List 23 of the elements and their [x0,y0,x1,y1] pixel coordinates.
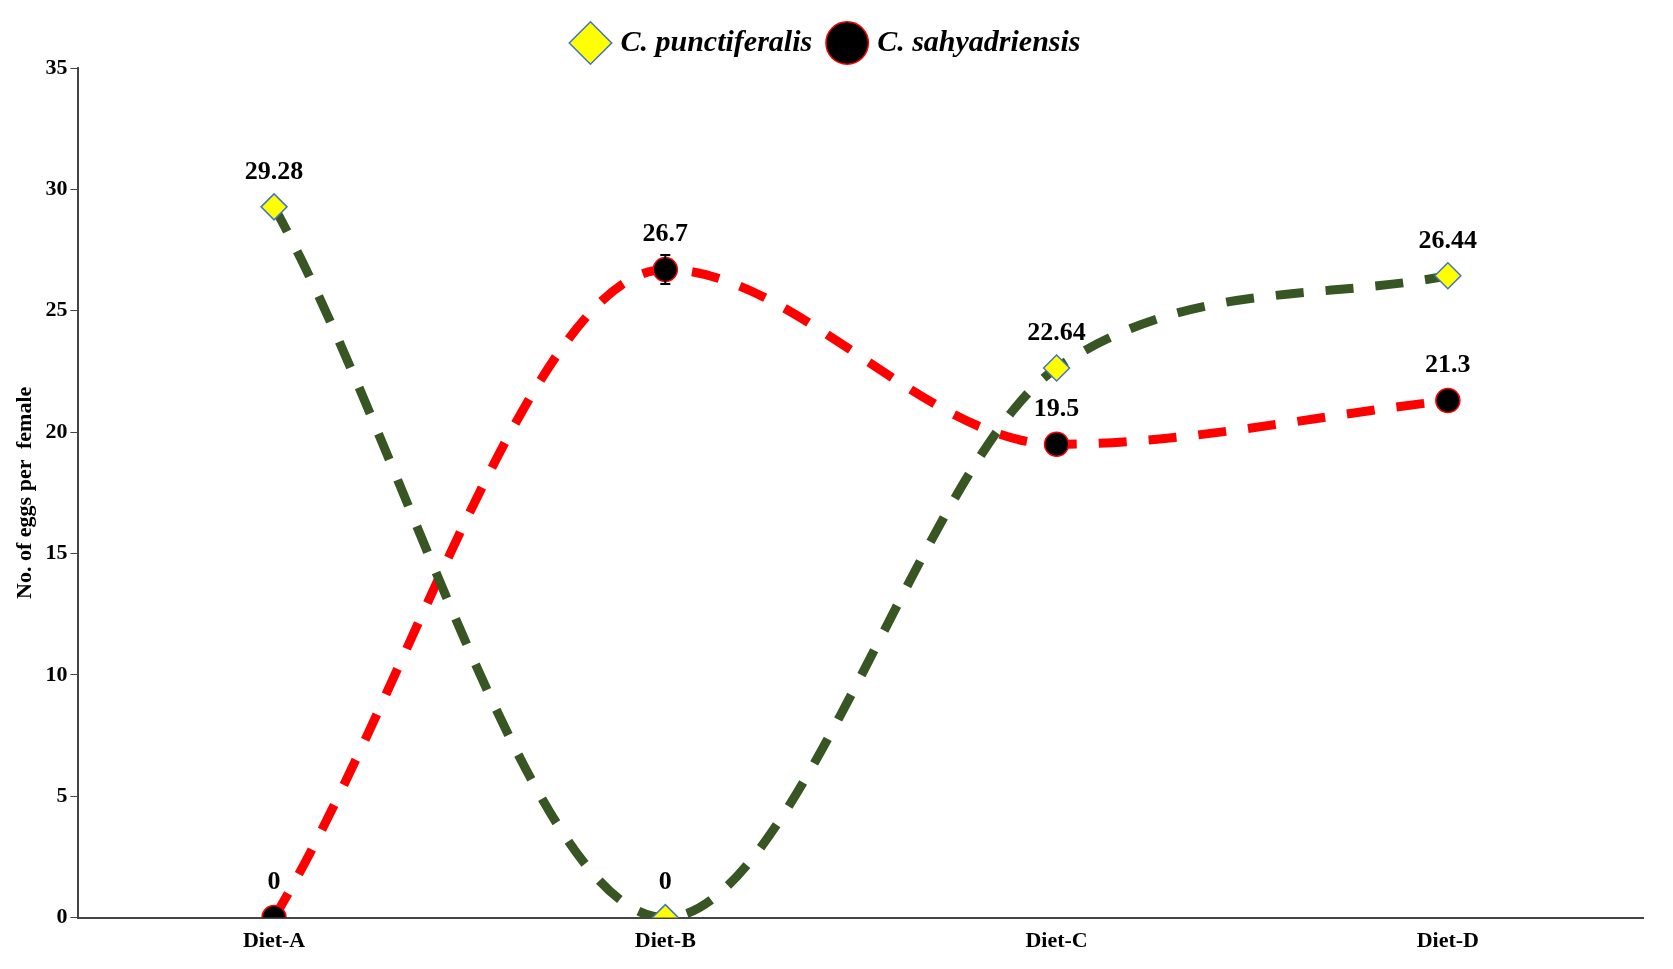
legend-label: C. sahyadriensis [877,23,1081,57]
y-tick-label: 30 [45,175,68,201]
data-label: 29.28 [244,155,304,185]
x-tick-label: Diet-C [1025,927,1088,953]
data-label: 0 [267,866,281,896]
y-tick-label: 20 [45,417,68,443]
y-tick-label: 25 [45,296,68,322]
data-label: 0 [658,866,672,896]
y-tick-label: 35 [45,53,68,79]
data-label: 22.64 [1027,316,1086,346]
y-tick-label: 0 [56,903,68,929]
x-tick-label: Diet-D [1416,927,1480,953]
y-tick-label: 10 [45,660,68,686]
x-tick-label: Diet-A [242,927,306,953]
y-tick-label: 15 [45,539,68,565]
y-axis-title: No. of eggs per female [10,386,36,599]
data-label: 19.5 [1033,392,1080,422]
data-label: 26.7 [642,218,689,248]
y-tick-label: 5 [56,781,68,807]
data-label: 26.44 [1418,224,1478,254]
data-label: 21.3 [1425,349,1471,379]
x-tick-label: Diet-B [634,927,697,953]
legend-label: C. punctiferalis [620,23,813,57]
